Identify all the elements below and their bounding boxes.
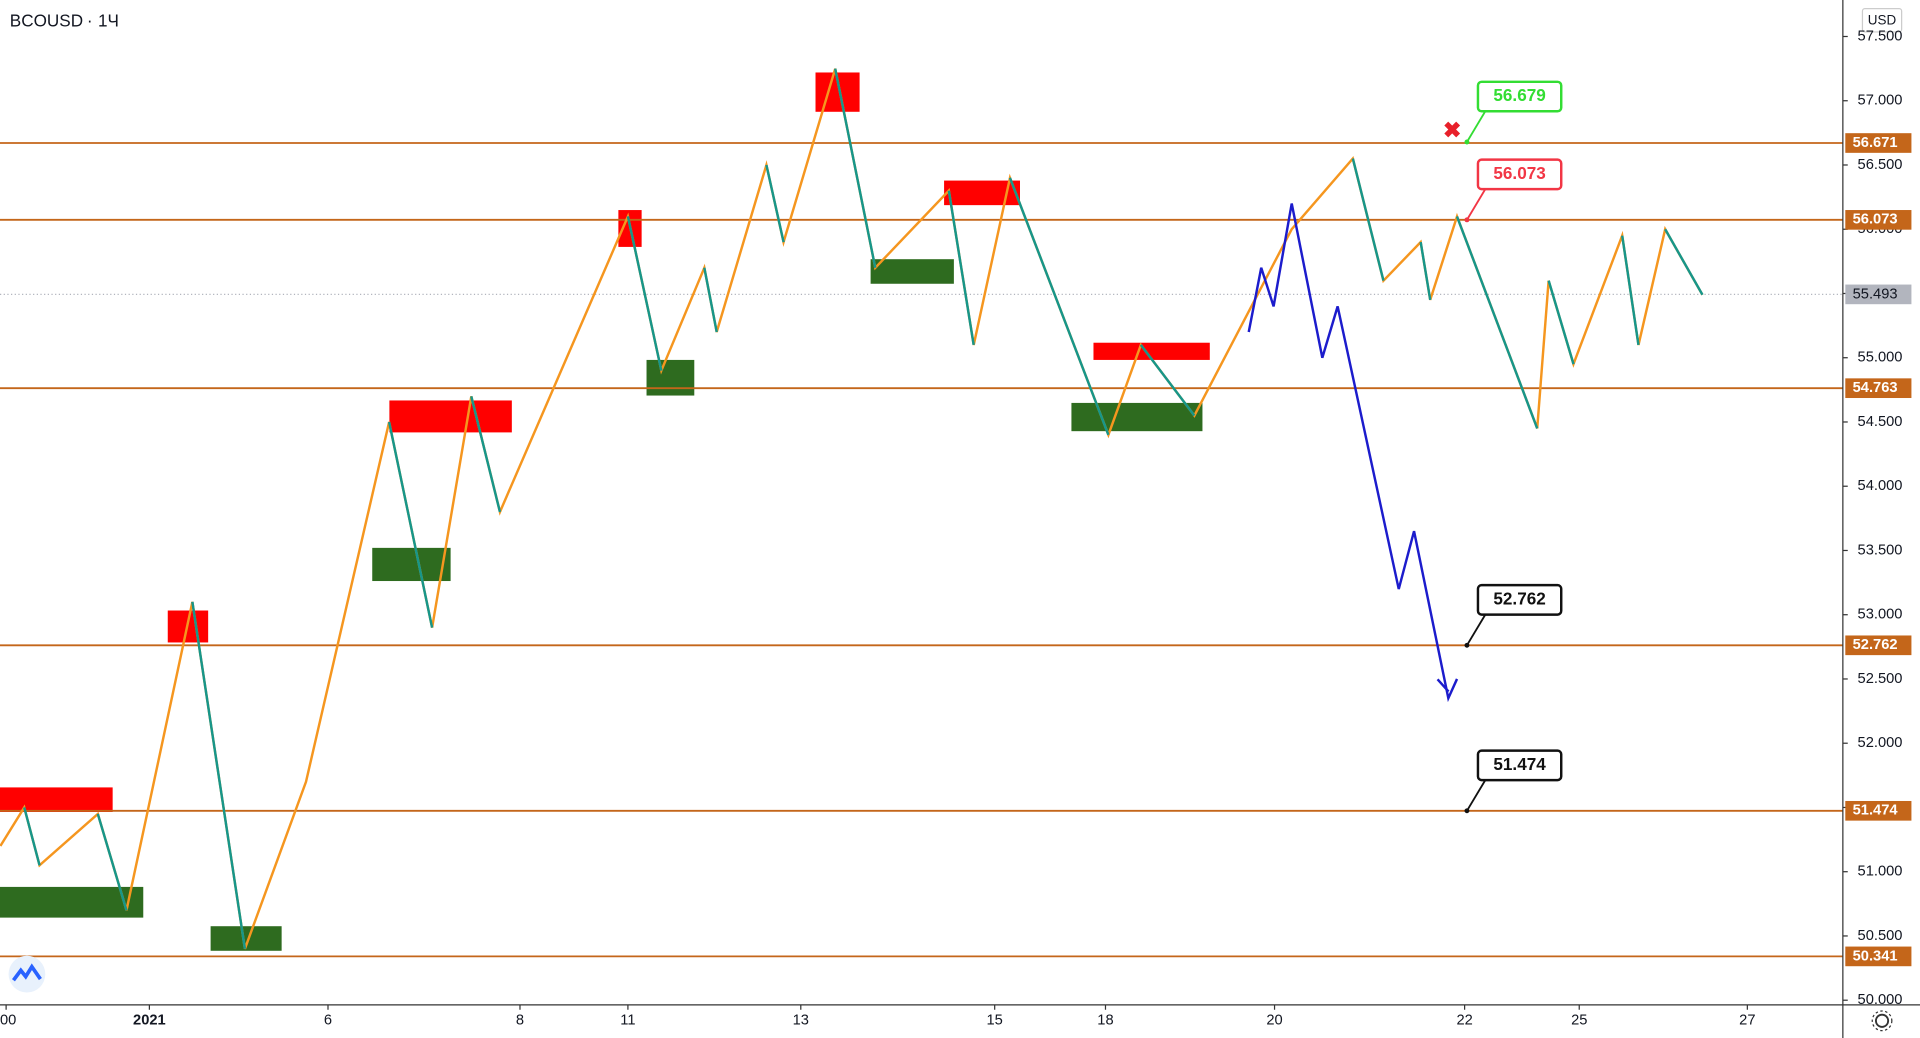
- down-segment: [1351, 158, 1385, 281]
- interval: 1Ч: [98, 11, 119, 31]
- arrow-head: [1436, 678, 1450, 693]
- level-label-bg: [1845, 210, 1912, 230]
- down-segment: [1455, 215, 1539, 429]
- callout-anchor: [1464, 139, 1470, 145]
- level-label: 56.073: [1853, 212, 1898, 228]
- callout-box: [1476, 749, 1563, 782]
- callout-label: 51.474: [1493, 754, 1546, 774]
- down-segment: [833, 68, 877, 269]
- down-segment: [947, 190, 975, 346]
- zones: [0, 72, 1210, 951]
- separator: ·: [87, 11, 93, 31]
- level-label-bg: [1845, 946, 1912, 967]
- level-label: 52.762: [1853, 637, 1898, 653]
- level-label: 56.671: [1853, 135, 1898, 151]
- x-tick-label: 13: [793, 1013, 809, 1029]
- price-path: [1247, 203, 1459, 703]
- y-tick-label: 55.000: [1858, 350, 1903, 366]
- y-tick-label: 50.000: [1858, 992, 1903, 1008]
- y-tick-label: 52.000: [1858, 735, 1903, 751]
- last-price-bg: [1845, 284, 1912, 305]
- last-price-label: 55.493: [1853, 286, 1898, 302]
- demand-zone: [1071, 402, 1203, 432]
- level-label-bg: [1845, 800, 1912, 821]
- callout-box: [1476, 80, 1563, 113]
- y-tick-label: 50.500: [1858, 928, 1903, 944]
- x-tick-label: 15: [987, 1013, 1003, 1029]
- x-tick-label: 27: [1739, 1013, 1755, 1029]
- down-segment: [1664, 228, 1704, 296]
- down-segment: [387, 421, 434, 628]
- callout-anchor: [1464, 642, 1470, 648]
- down-segment: [1008, 177, 1110, 436]
- callout-pointer: [1466, 614, 1487, 646]
- x-tick-label: 18: [1097, 1013, 1113, 1029]
- down-segment: [1621, 235, 1640, 346]
- settings-icon[interactable]: [1871, 1010, 1893, 1032]
- currency-box[interactable]: [1861, 7, 1903, 33]
- x-tick-label: 22: [1456, 1013, 1472, 1029]
- x-tick-label: 6: [324, 1013, 332, 1029]
- y-tick-label: 52.500: [1858, 671, 1903, 687]
- level-label: 51.474: [1853, 803, 1899, 819]
- y-tick-label: 54.000: [1858, 478, 1903, 494]
- y-tick-label: 56.500: [1858, 157, 1903, 173]
- down-segment: [1547, 280, 1575, 365]
- x-tick-label: 11: [620, 1013, 635, 1029]
- x-tick-label: :00: [0, 1013, 16, 1029]
- level-label: 50.341: [1853, 948, 1898, 964]
- demand-zone: [646, 359, 695, 396]
- y-tick-label: 53.000: [1858, 607, 1903, 623]
- callout-label: 56.073: [1493, 163, 1545, 183]
- down-segment: [1139, 344, 1196, 417]
- demand-zone: [372, 547, 451, 582]
- level-label-bg: [1845, 635, 1912, 656]
- level-label-bg: [1845, 378, 1912, 399]
- callout-anchor: [1464, 217, 1470, 223]
- callout-box: [1476, 158, 1563, 191]
- x-tick-label: 8: [516, 1013, 524, 1029]
- down-segment: [626, 216, 663, 371]
- supply-zone: [1093, 342, 1210, 360]
- y-tick-label: 57.500: [1858, 28, 1903, 44]
- y-tick-label: 53.500: [1858, 542, 1903, 558]
- demand-zone: [0, 886, 144, 918]
- callout-anchor: [1464, 808, 1470, 814]
- cross-mark: ✖: [1443, 117, 1461, 142]
- callout-pointer: [1466, 110, 1487, 143]
- x-tick-label: 2021: [133, 1013, 166, 1029]
- callout-pointer: [1466, 779, 1487, 812]
- level-label: 54.763: [1853, 380, 1898, 396]
- x-tick-label: 25: [1571, 1013, 1587, 1029]
- down-segment: [23, 807, 41, 866]
- down-segment: [470, 395, 502, 513]
- callout-box: [1476, 583, 1563, 616]
- callout-label: 52.762: [1493, 588, 1545, 608]
- plot: [0, 68, 1843, 958]
- down-segment: [703, 267, 718, 333]
- callout-label: 56.679: [1493, 85, 1545, 105]
- supply-zone: [389, 400, 512, 433]
- y-tick-label: 57.000: [1858, 93, 1903, 109]
- y-tick-label: 51.000: [1858, 864, 1903, 880]
- callout-pointer: [1466, 188, 1487, 221]
- logo: [8, 955, 46, 993]
- currency[interactable]: USD: [1868, 12, 1897, 27]
- supply-zone: [0, 787, 113, 812]
- down-segment: [96, 813, 128, 911]
- level-label-bg: [1845, 133, 1912, 153]
- down-segment: [191, 601, 247, 949]
- down-segment: [765, 164, 785, 243]
- y-tick-label: 54.500: [1858, 414, 1903, 430]
- symbol: BCOUSD: [10, 11, 83, 31]
- x-tick-label: 20: [1266, 1013, 1282, 1029]
- down-segment: [1419, 241, 1432, 301]
- demand-zone: [870, 259, 954, 284]
